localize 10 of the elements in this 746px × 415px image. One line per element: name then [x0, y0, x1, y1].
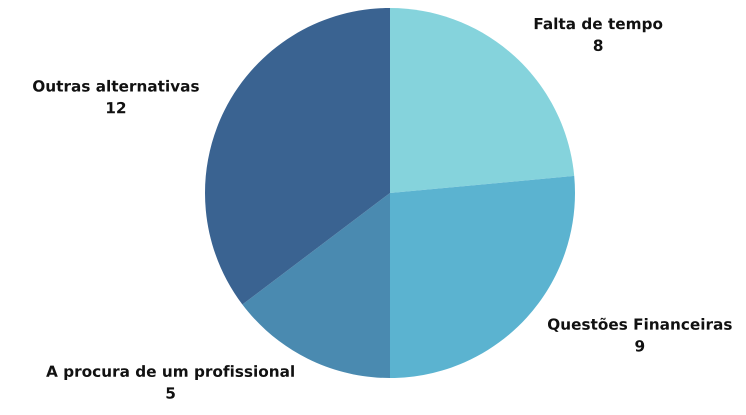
- data-label: 12: [107, 102, 126, 114]
- slice-label: Questões Financeiras: [548, 318, 732, 332]
- slice-label: Outras alternativas: [33, 80, 199, 92]
- pie-slice: [390, 8, 574, 193]
- data-label: 8: [594, 40, 603, 52]
- slice-label: Falta de tempo: [534, 18, 662, 32]
- data-label: 9: [635, 340, 644, 352]
- slice-label: A procura de um profissional: [46, 365, 294, 380]
- data-label: 5: [166, 387, 175, 399]
- pie-slice: [205, 8, 390, 304]
